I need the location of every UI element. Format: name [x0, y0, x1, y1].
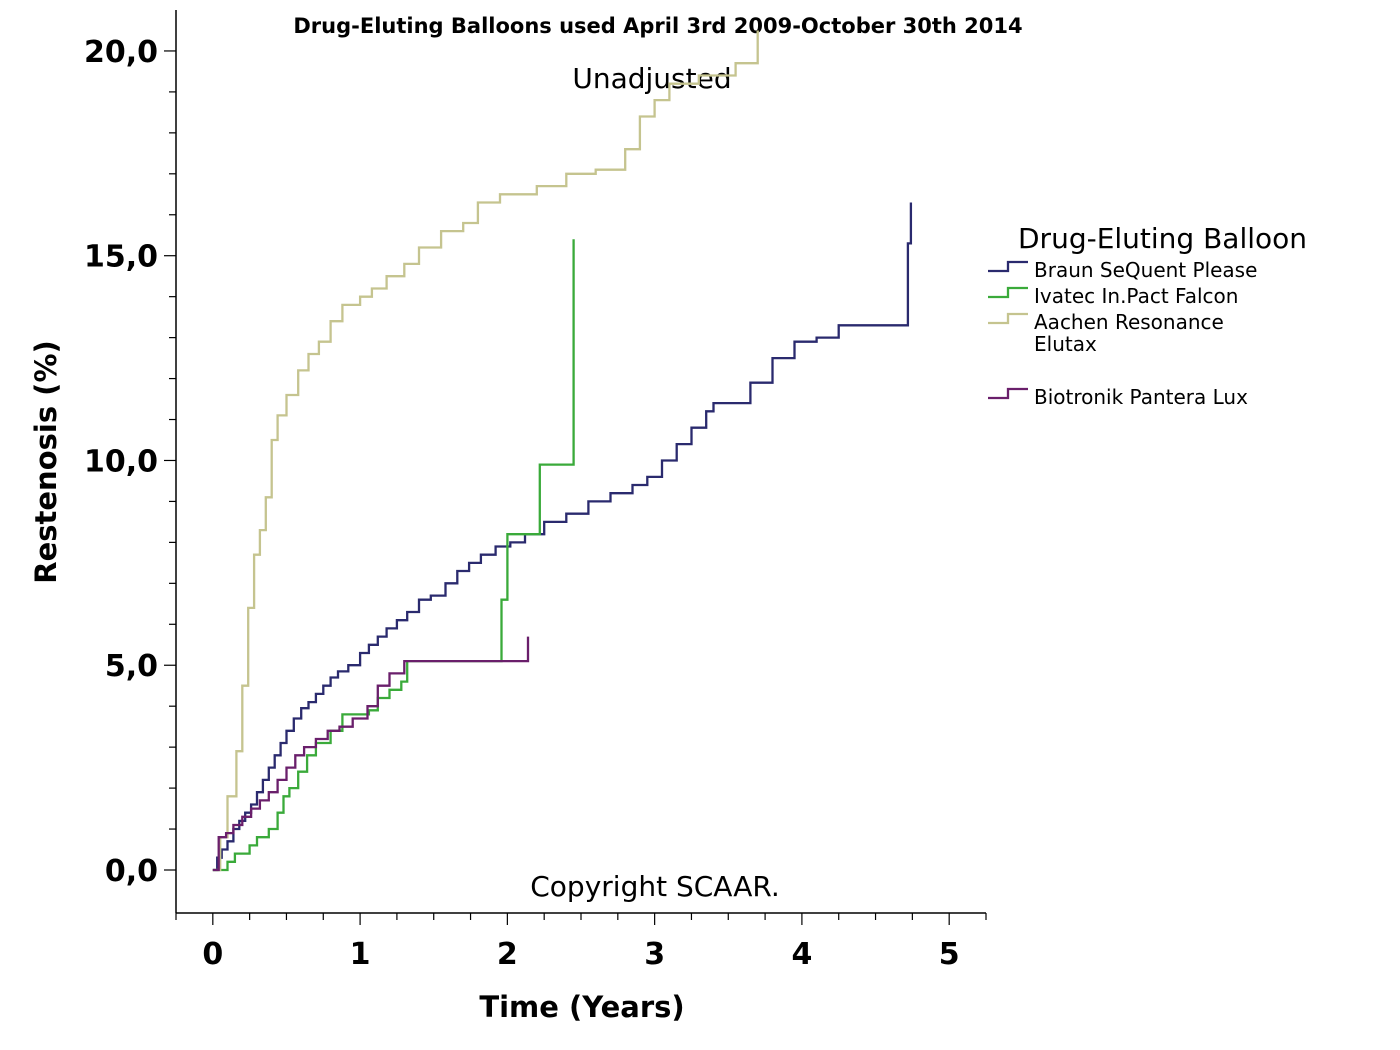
copyright-annotation: Copyright SCAAR.	[530, 870, 779, 903]
legend-swatch-1	[988, 260, 1028, 273]
legend-title: Drug-Eluting Balloon	[1018, 222, 1307, 255]
legend-label-3: Aachen Resonance Elutax	[1034, 310, 1224, 356]
x-tick-label: 0	[202, 937, 223, 972]
legend-swatch-2	[988, 286, 1028, 299]
y-tick-label: 20,0	[84, 35, 158, 70]
legend: Drug-Eluting Balloon Braun SeQuent Pleas…	[988, 222, 1307, 409]
series-line-1	[212, 202, 913, 872]
y-tick-label: 0,0	[105, 854, 158, 889]
series-line-4	[212, 636, 530, 872]
legend-label-2: Ivatec In.Pact Falcon	[1034, 284, 1238, 308]
legend-label-4: Biotronik Pantera Lux	[1034, 385, 1248, 409]
chart-subtitle: Unadjusted	[572, 62, 731, 95]
y-tick-label: 5,0	[105, 649, 158, 684]
x-tick-label: 3	[644, 937, 665, 972]
x-axis-label: Time (Years)	[479, 990, 684, 1024]
legend-label-1: Braun SeQuent Please	[1034, 258, 1257, 282]
y-tick-label: 10,0	[84, 444, 158, 479]
series-line-3	[212, 30, 759, 872]
x-tick-label: 5	[939, 937, 960, 972]
y-axis-label: Restenosis (%)	[29, 340, 63, 583]
chart-title: Drug-Eluting Balloons used April 3rd 200…	[293, 14, 1022, 38]
series-layer	[212, 30, 913, 872]
x-tick-label: 4	[791, 937, 812, 972]
y-tick-label: 15,0	[84, 240, 158, 275]
series-line-2	[212, 239, 575, 872]
legend-swatch-4	[988, 387, 1028, 400]
legend-swatch-3	[988, 312, 1028, 325]
x-tick-label: 1	[350, 937, 371, 972]
x-tick-label: 2	[497, 937, 518, 972]
axes: 0,0 5,0 10,0 15,0 20,0 0 1 2 3 4 5	[84, 10, 987, 972]
